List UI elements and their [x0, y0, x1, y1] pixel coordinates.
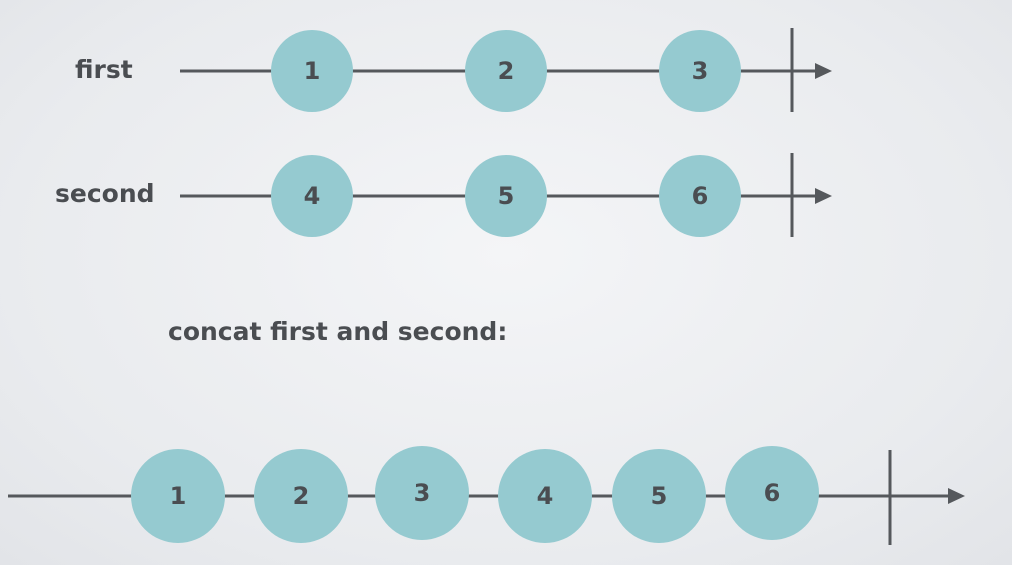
timeline-second-arrowhead [815, 188, 832, 204]
timeline-result: 1 2 3 4 5 6 [8, 446, 965, 545]
marble-value: 6 [764, 479, 781, 507]
marble-value: 2 [498, 57, 515, 85]
marble: 1 [131, 449, 225, 543]
marble: 2 [465, 30, 547, 112]
marble: 5 [465, 155, 547, 237]
marble-value: 4 [537, 482, 554, 510]
marble: 3 [659, 30, 741, 112]
marble: 3 [375, 446, 469, 540]
timeline-first-arrowhead [815, 63, 832, 79]
marble: 6 [725, 446, 819, 540]
marble-value: 3 [692, 57, 709, 85]
marble: 6 [659, 155, 741, 237]
timeline-second: 4 5 6 [180, 153, 832, 237]
marble: 4 [271, 155, 353, 237]
timeline-label-second: second [55, 179, 155, 208]
timeline-label-first: first [75, 55, 133, 84]
operation-caption: concat first and second: [168, 317, 508, 346]
marble-value: 4 [304, 182, 321, 210]
marble-value: 2 [293, 482, 310, 510]
timeline-result-arrowhead [948, 488, 965, 504]
marble-value: 5 [498, 182, 515, 210]
marble-value: 5 [651, 482, 668, 510]
marble: 4 [498, 449, 592, 543]
marble: 2 [254, 449, 348, 543]
marble-value: 6 [692, 182, 709, 210]
marble-value: 1 [304, 57, 321, 85]
marble-value: 1 [170, 482, 187, 510]
marble: 5 [612, 449, 706, 543]
marble-value: 3 [414, 479, 431, 507]
marble: 1 [271, 30, 353, 112]
timeline-first: 1 2 3 [180, 28, 832, 112]
